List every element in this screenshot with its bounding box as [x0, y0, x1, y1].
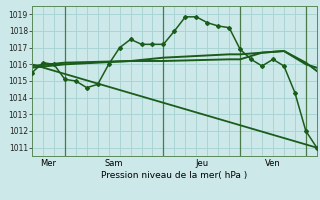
X-axis label: Pression niveau de la mer( hPa ): Pression niveau de la mer( hPa ) [101, 171, 248, 180]
